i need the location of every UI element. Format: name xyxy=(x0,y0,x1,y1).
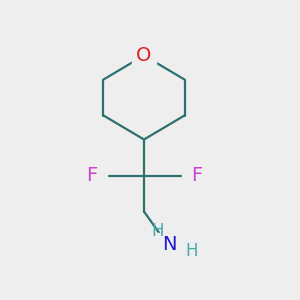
Text: N: N xyxy=(162,235,177,254)
Text: F: F xyxy=(86,166,97,185)
FancyBboxPatch shape xyxy=(132,46,156,64)
Text: O: O xyxy=(136,46,152,65)
Text: F: F xyxy=(191,166,202,185)
Text: H: H xyxy=(151,222,164,240)
FancyBboxPatch shape xyxy=(146,232,194,262)
Text: H: H xyxy=(186,242,198,260)
FancyBboxPatch shape xyxy=(182,167,206,184)
FancyBboxPatch shape xyxy=(82,167,106,184)
